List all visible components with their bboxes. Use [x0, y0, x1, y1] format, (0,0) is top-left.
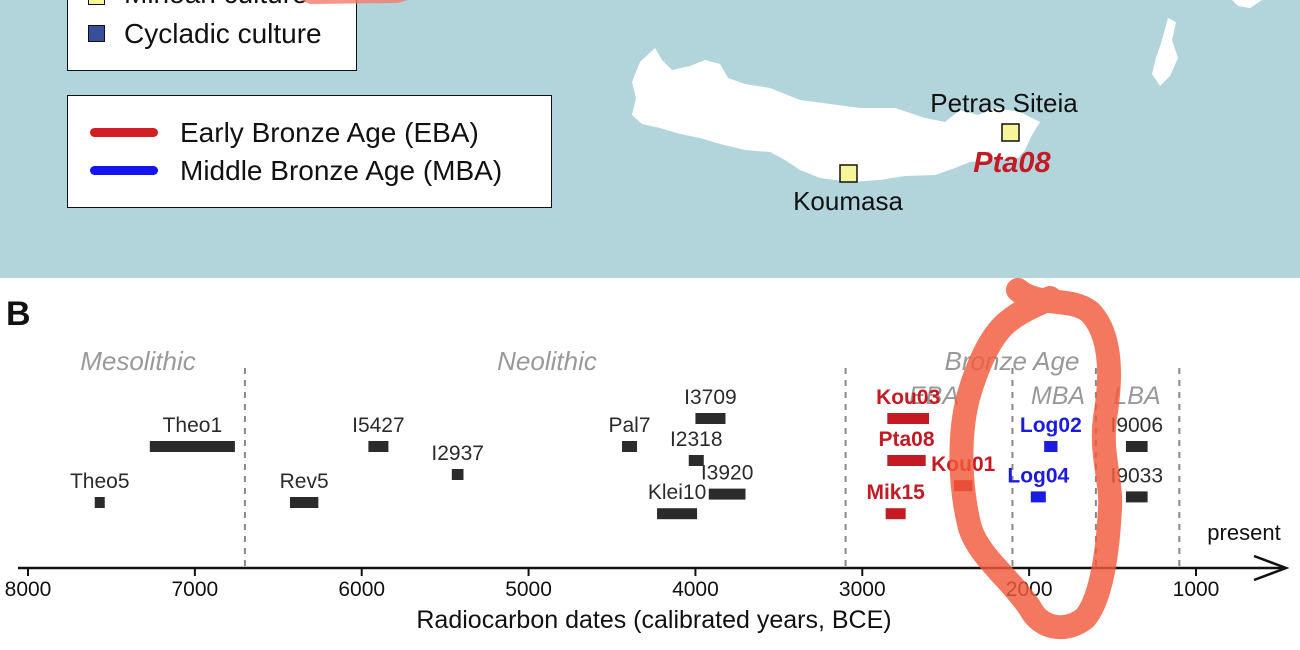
- sample-bar-i3709: [695, 413, 726, 424]
- sample-bar-i9006: [1125, 441, 1148, 452]
- sample-bar-log02: [1044, 441, 1058, 452]
- tick-label-7000: 7000: [171, 578, 218, 601]
- sample-bar-mik15: [885, 508, 906, 520]
- sample-label-theo5: Theo5: [70, 470, 130, 493]
- tick-label-5000: 5000: [505, 578, 552, 601]
- sample-label-pta08: Pta08: [973, 147, 1051, 179]
- top-annotation-stroke: [300, 0, 408, 4]
- sample-label-i2937: I2937: [431, 442, 484, 465]
- map-annotation-svg: [300, 0, 408, 4]
- crete-island: [632, 48, 1040, 182]
- site-label-koumasa: Koumasa: [793, 186, 903, 216]
- tick-label-8000: 8000: [5, 578, 52, 601]
- sample-label-i2318: I2318: [670, 428, 723, 451]
- minoan-culture-label: Minoan culture: [124, 0, 308, 9]
- mba-legend-label: Middle Bronze Age (MBA): [180, 155, 503, 186]
- sample-bar-i2937: [451, 469, 464, 480]
- period-label-mba: MBA: [1031, 382, 1085, 410]
- tick-label-3000: 3000: [839, 578, 886, 601]
- corner-islet: [1232, 0, 1262, 8]
- cycladic-culture-swatch: [88, 25, 105, 42]
- sample-bar-kou03: [887, 413, 930, 424]
- culture-legend: Minoan culture Cycladic culture: [67, 0, 357, 71]
- period-label-eba: EBA: [909, 382, 959, 410]
- sample-label-pal7: Pal7: [609, 414, 651, 437]
- tick-label-1000: 1000: [1173, 578, 1220, 601]
- sample-label-i3709: I3709: [684, 386, 737, 409]
- sample-label-log04: Log04: [1007, 464, 1069, 487]
- sample-label-i5427: I5427: [352, 414, 405, 437]
- period-label-lba: LBA: [1113, 382, 1160, 410]
- sample-bar-i3920: [708, 488, 746, 500]
- map-svg: Petras Siteia Pta08 Koumasa: [632, 0, 1262, 216]
- sample-bar-log04: [1030, 491, 1046, 503]
- sample-bar-theo5: [94, 497, 105, 508]
- sample-bar-klei10: [657, 508, 698, 520]
- sample-label-pta08: Pta08: [878, 428, 934, 451]
- timeline-panel: B Mesolithic Neolithic Bronze Age EBA MB…: [5, 278, 1290, 639]
- petras-siteia-marker: [1001, 123, 1020, 142]
- present-label: present: [1207, 520, 1280, 545]
- x-axis-ticks: 8000 7000 6000 5000 4000 3000 2000 1000: [5, 568, 1220, 601]
- sample-label-rev5: Rev5: [280, 470, 329, 493]
- tick-label-6000: 6000: [338, 578, 385, 601]
- sample-label-i3920: I3920: [701, 462, 754, 485]
- sample-label-kou03: Kou03: [876, 386, 940, 409]
- x-axis-title: Radiocarbon dates (calibrated years, BCE…: [416, 606, 891, 634]
- panel-label: B: [6, 295, 31, 333]
- eba-legend-label: Early Bronze Age (EBA): [180, 117, 479, 148]
- site-label-petras-siteia: Petras Siteia: [930, 88, 1078, 118]
- sample-label-theo1: Theo1: [163, 414, 223, 437]
- sample-label-i9033: I9033: [1110, 464, 1163, 487]
- period-legend: Early Bronze Age (EBA) Middle Bronze Age…: [67, 95, 552, 208]
- cycladic-culture-label: Cycladic culture: [124, 18, 322, 49]
- mba-legend-line: [90, 166, 158, 175]
- sample-label-klei10: Klei10: [648, 481, 706, 504]
- sample-bars: Theo5 Theo1 Rev5 I5427 I2937 Pal7 I3709 I2318 I3…: [70, 386, 1163, 520]
- eba-legend-line: [90, 128, 158, 137]
- period-label-neolithic: Neolithic: [497, 346, 597, 376]
- x-axis-arrowhead: [1253, 554, 1290, 582]
- sample-bar-i5427: [368, 441, 389, 452]
- sample-bar-pta08: [887, 455, 926, 466]
- sample-bar-i2318: [688, 455, 704, 466]
- eastern-island: [1152, 18, 1178, 86]
- sample-label-i9006: I9006: [1110, 414, 1163, 437]
- annotation-circle: [949, 278, 1123, 639]
- minoan-culture-swatch: [88, 0, 105, 5]
- period-label-mesolithic: Mesolithic: [80, 346, 196, 376]
- tick-label-4000: 4000: [672, 578, 719, 601]
- koumasa-marker: [839, 164, 858, 183]
- sample-bar-rev5: [289, 497, 319, 508]
- sample-label-mik15: Mik15: [866, 481, 925, 504]
- sample-bar-i9033: [1125, 491, 1148, 503]
- sample-label-log02: Log02: [1020, 414, 1082, 437]
- map-panel: Petras Siteia Pta08 Koumasa Minoan cultu…: [0, 0, 1300, 278]
- sample-bar-theo1: [149, 441, 235, 452]
- sample-bar-pal7: [622, 441, 638, 452]
